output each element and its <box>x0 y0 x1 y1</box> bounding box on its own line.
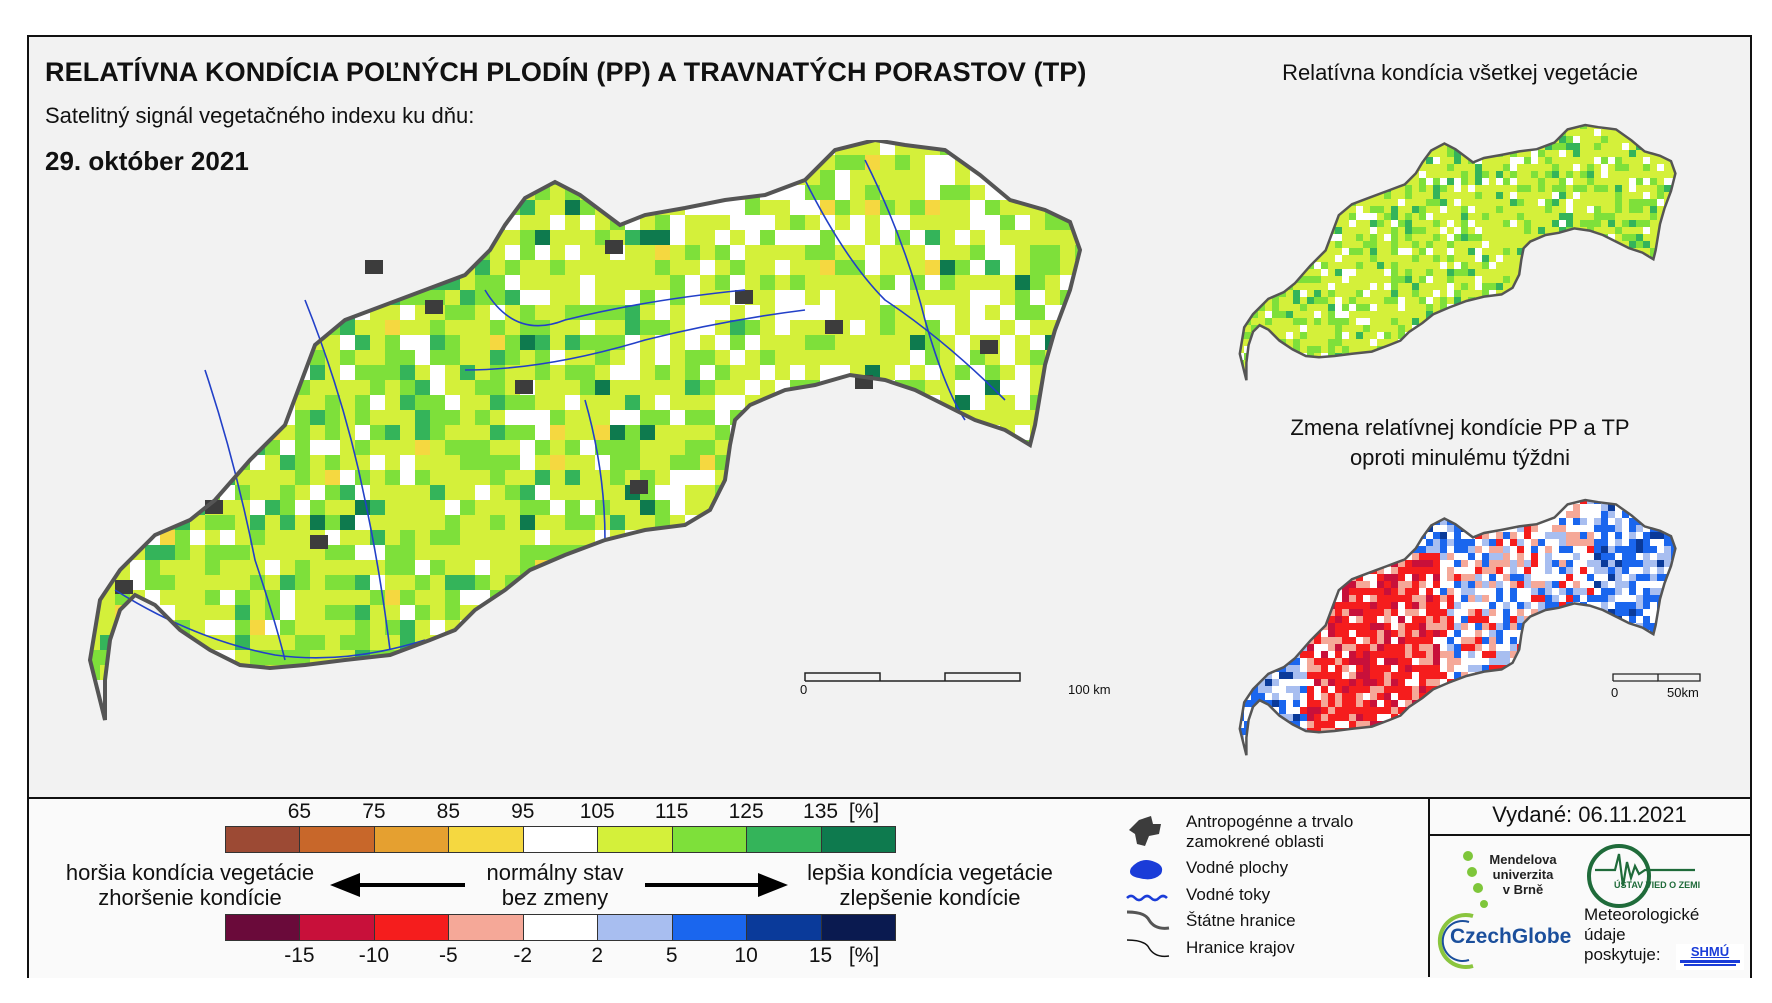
better-label-1: lepšia kondícia vegetácie <box>807 860 1053 885</box>
condition-tick-label: 85 <box>436 800 461 823</box>
change-swatch <box>671 914 748 941</box>
condition-tick-label: 115 <box>654 800 689 823</box>
legend-region-border-label: Hranice krajov <box>1186 938 1295 957</box>
condition-swatch <box>746 826 822 853</box>
normal-label-1: normálny stav <box>486 860 624 885</box>
inset-scale-end: 50km <box>1667 685 1699 700</box>
condition-swatch <box>448 826 524 853</box>
uvoz-logo-icon <box>1587 844 1695 908</box>
main-scale-start: 0 <box>800 682 808 697</box>
condition-unit: [%] <box>848 800 880 823</box>
condition-tick-label: 125 <box>728 800 764 823</box>
map-legend-icons <box>1126 816 1170 958</box>
page-title: RELATÍVNA KONDÍCIA POĽNÝCH PLODÍN (PP) A… <box>45 57 1087 87</box>
inset-top-title: Relatívna kondícia všetkej vegetácie <box>1282 60 1638 85</box>
uvoz-logo-text: ÚSTAV VIED O ZEMI <box>1614 880 1701 890</box>
change-tick-label: 15 <box>808 944 833 967</box>
page-subtitle: Satelitný signál vegetačného indexu ku d… <box>45 103 475 128</box>
water-body-icon <box>1130 860 1163 880</box>
inset-change-title-2: oproti minulému týždni <box>1349 445 1571 470</box>
issued-date: Vydané: 06.11.2021 <box>1492 802 1687 827</box>
condition-swatch <box>522 826 599 853</box>
map-date: 29. október 2021 <box>45 146 249 176</box>
legend-urban-label-2: zamokrené oblasti <box>1186 832 1324 851</box>
legend-water-label: Vodné plochy <box>1186 858 1289 877</box>
change-tick-label: -15 <box>284 944 315 967</box>
normal-label-2: bez zmeny <box>501 885 609 910</box>
change-swatch <box>448 914 524 941</box>
legend-arrows <box>330 873 788 897</box>
condition-tick-label: 105 <box>579 800 615 823</box>
condition-tick-label: 135 <box>803 800 839 823</box>
change-colorbar <box>225 914 896 942</box>
inset-vegetation-map <box>1238 123 1677 382</box>
condition-tick-label: 75 <box>362 800 386 823</box>
change-swatch <box>373 914 450 941</box>
change-swatch <box>522 914 599 941</box>
inset-change-title-1: Zmena relatívnej kondície PP a TP <box>1290 415 1630 440</box>
legend-river-label: Vodné toky <box>1186 885 1271 904</box>
river-icon <box>1126 894 1168 902</box>
change-tick-label: 2 <box>591 944 604 967</box>
condition-tick-label: 95 <box>511 800 535 823</box>
czechglobe-logo-icon <box>1437 913 1474 969</box>
change-tick-label: -5 <box>438 944 458 967</box>
meteo-provider-text: Meteorologické údaje poskytuje: <box>1584 905 1700 964</box>
region-border-icon <box>1126 939 1170 958</box>
condition-swatch <box>373 826 450 853</box>
state-border-icon <box>1126 910 1170 930</box>
change-tick-label: 5 <box>665 944 678 967</box>
czechglobe-logo-text: CzechGlobe <box>1450 925 1572 948</box>
change-tick-label: -10 <box>358 944 390 967</box>
change-unit: [%] <box>848 944 880 967</box>
condition-colorbar <box>225 826 896 854</box>
main-scale-bar <box>804 672 1021 682</box>
urban-area-icon <box>1129 816 1161 846</box>
mendel-logo-text: Mendelova univerzita v Brně <box>1489 852 1557 897</box>
main-scale-end: 100 km <box>1068 682 1111 697</box>
condition-tick-label: 65 <box>287 800 312 823</box>
worse-label-1: horšia kondícia vegetácie <box>65 860 315 885</box>
main-map-rivers <box>114 159 1006 661</box>
worse-label-2: zhoršenie kondície <box>98 885 282 910</box>
condition-swatch <box>597 826 673 853</box>
mendel-logo-icon <box>1463 851 1488 908</box>
condition-swatch <box>299 826 375 853</box>
change-swatch <box>746 914 822 941</box>
inset-change-map <box>1238 498 1677 757</box>
issued-divider <box>1428 834 1751 836</box>
condition-swatch <box>820 826 896 853</box>
urban-areas <box>115 240 998 594</box>
legend-state-border-label: Štátne hranice <box>1186 911 1296 930</box>
change-swatch <box>597 914 673 941</box>
condition-swatch <box>225 826 301 853</box>
change-tick-label: 10 <box>734 944 758 967</box>
change-tick-label: -2 <box>513 944 533 967</box>
change-swatch <box>299 914 375 941</box>
legend-divider <box>1428 797 1430 977</box>
legend-urban-label-1: Antropogénne a trvalo <box>1186 812 1354 831</box>
change-swatch <box>820 914 896 941</box>
change-swatch <box>225 914 301 941</box>
better-label-2: zlepšenie kondície <box>839 885 1021 910</box>
main-map <box>88 140 1082 722</box>
shmu-logo: SHMÚ <box>1676 944 1744 970</box>
condition-swatch <box>671 826 748 853</box>
inset-scale-start: 0 <box>1611 685 1619 700</box>
inset-scale-bar <box>1612 673 1701 682</box>
